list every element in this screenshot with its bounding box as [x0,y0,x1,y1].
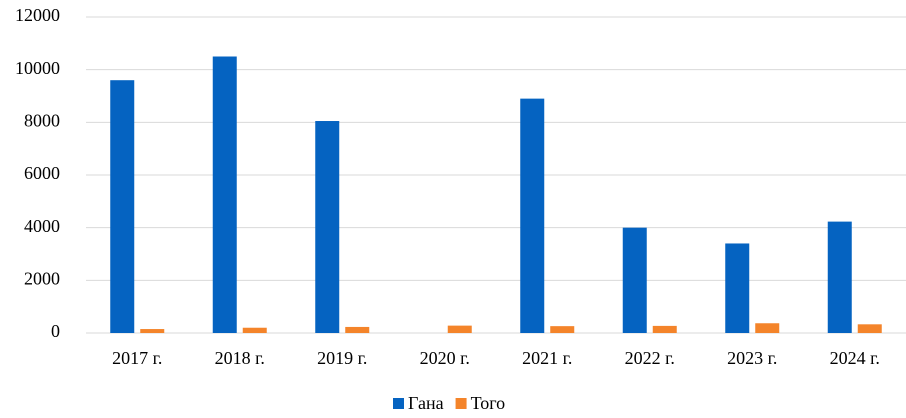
y-tick-label: 10000 [15,58,60,78]
bar [827,221,852,333]
legend-label: Гана [408,393,444,413]
bar [725,243,750,333]
bar [242,327,267,333]
y-tick-label: 8000 [24,110,60,130]
legend-swatch [393,398,404,409]
legend-label: Того [471,393,506,413]
legend-swatch [455,398,467,409]
bar [110,80,135,333]
bar [447,325,472,333]
bar [520,98,545,333]
x-tick-label: 2018 г. [215,348,265,368]
y-tick-label: 2000 [24,268,60,288]
x-tick-label: 2024 г. [830,348,880,368]
x-tick-label: 2019 г. [317,348,367,368]
bar [622,227,647,333]
bar [857,324,882,333]
bar [140,329,165,333]
bar [755,323,780,333]
x-tick-label: 2023 г. [727,348,777,368]
y-tick-label: 0 [51,321,60,341]
bar [345,326,370,333]
x-tick-label: 2022 г. [625,348,675,368]
bar [550,326,575,333]
y-tick-label: 12000 [15,5,60,25]
bar [652,325,677,333]
x-tick-label: 2021 г. [522,348,572,368]
x-tick-label: 2020 г. [420,348,470,368]
bar [315,121,340,334]
bar [212,56,237,333]
y-tick-label: 4000 [24,216,60,236]
x-tick-label: 2017 г. [112,348,162,368]
y-tick-label: 6000 [24,163,60,183]
